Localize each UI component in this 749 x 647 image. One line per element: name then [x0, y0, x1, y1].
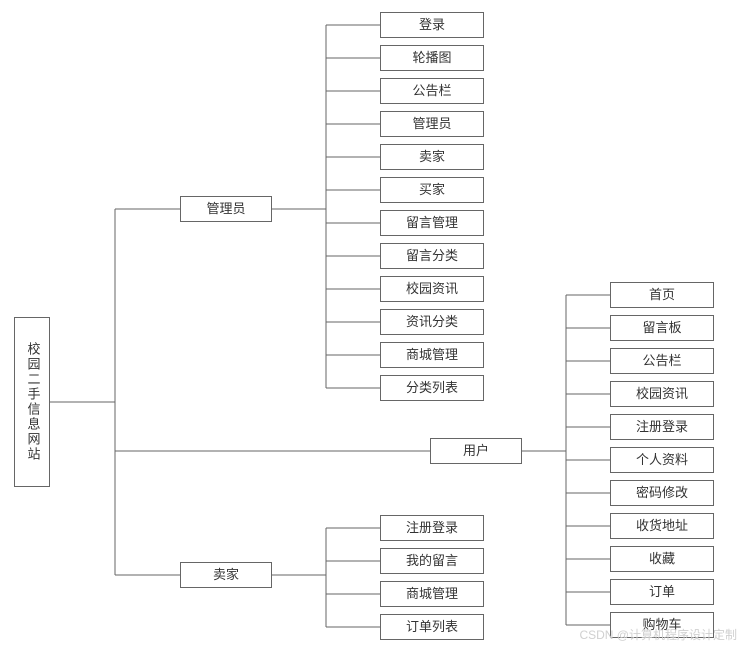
level2-node-user: 用户	[430, 438, 522, 464]
admin-child-3: 管理员	[380, 111, 484, 137]
admin-child-2: 公告栏	[380, 78, 484, 104]
user-child-8: 收藏	[610, 546, 714, 572]
root-node: 校园二手信息网站	[14, 317, 50, 487]
user-child-3: 校园资讯	[610, 381, 714, 407]
seller-child-0: 注册登录	[380, 515, 484, 541]
user-child-9: 订单	[610, 579, 714, 605]
seller-child-1: 我的留言	[380, 548, 484, 574]
admin-child-1: 轮播图	[380, 45, 484, 71]
user-child-5: 个人资料	[610, 447, 714, 473]
seller-child-2: 商城管理	[380, 581, 484, 607]
user-child-4: 注册登录	[610, 414, 714, 440]
level2-node-seller: 卖家	[180, 562, 272, 588]
watermark: CSDN @计算机程序设计定制	[579, 626, 737, 643]
user-child-0: 首页	[610, 282, 714, 308]
user-child-2: 公告栏	[610, 348, 714, 374]
user-child-7: 收货地址	[610, 513, 714, 539]
seller-child-3: 订单列表	[380, 614, 484, 640]
user-child-6: 密码修改	[610, 480, 714, 506]
admin-child-10: 商城管理	[380, 342, 484, 368]
admin-child-5: 买家	[380, 177, 484, 203]
admin-child-4: 卖家	[380, 144, 484, 170]
admin-child-6: 留言管理	[380, 210, 484, 236]
admin-child-8: 校园资讯	[380, 276, 484, 302]
user-child-1: 留言板	[610, 315, 714, 341]
admin-child-0: 登录	[380, 12, 484, 38]
level2-node-admin: 管理员	[180, 196, 272, 222]
admin-child-11: 分类列表	[380, 375, 484, 401]
admin-child-9: 资讯分类	[380, 309, 484, 335]
admin-child-7: 留言分类	[380, 243, 484, 269]
